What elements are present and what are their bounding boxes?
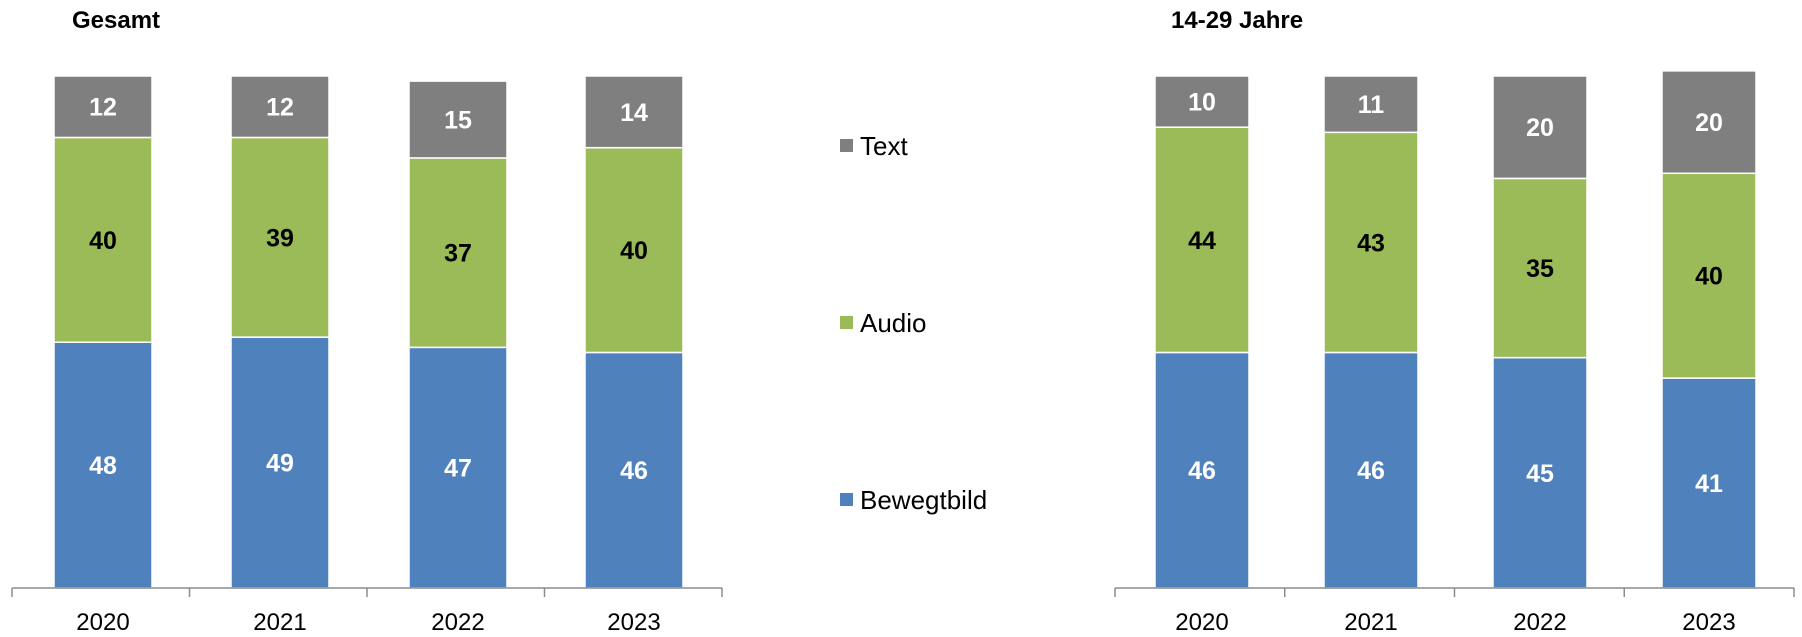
x-tick-label-2022: 2022 xyxy=(1513,609,1566,632)
data-label-text-2021: 12 xyxy=(266,94,294,122)
data-label-bewegtbild-2022: 45 xyxy=(1526,460,1554,488)
bar-audio-2021 xyxy=(1323,131,1419,354)
x-tick-label-2020: 2020 xyxy=(76,609,129,632)
x-tick-label-2023: 2023 xyxy=(607,609,660,632)
x-tick-label-2023: 2023 xyxy=(1682,609,1735,632)
chart-title: Gesamt xyxy=(72,7,160,34)
legend-swatch-bewegtbild xyxy=(840,493,853,506)
legend-label-bewegtbild: Bewegtbild xyxy=(860,485,987,515)
bar-text-2022 xyxy=(1492,75,1588,180)
legend: Text Audio Bewegtbild xyxy=(840,131,987,515)
bar-text-2023 xyxy=(1661,70,1757,175)
chart-gesamt: Gesamt 48 40 12 49 39 12 47 37 15 46 40 14 2020 2021 20… xyxy=(11,7,723,636)
bar-bewegtbild-2023 xyxy=(584,351,684,589)
bar-bewegtbild-2020 xyxy=(53,341,153,589)
legend-swatch-audio xyxy=(840,316,853,329)
x-tick-label-2020: 2020 xyxy=(1175,609,1228,632)
x-tick-label-2022: 2022 xyxy=(431,609,484,632)
legend-label-text: Text xyxy=(860,131,908,161)
bar-audio-2022 xyxy=(408,157,508,349)
chart-title: 14-29 Jahre xyxy=(1171,7,1303,34)
data-label-text-2020: 10 xyxy=(1188,89,1216,117)
data-label-text-2020: 12 xyxy=(89,94,117,122)
bar-bewegtbild-2021 xyxy=(230,336,330,589)
bar-audio-2023 xyxy=(584,146,684,354)
x-tick-label-2021: 2021 xyxy=(1344,609,1397,632)
data-label-audio-2020: 40 xyxy=(89,227,117,255)
data-label-text-2023: 14 xyxy=(620,99,648,127)
data-label-text-2022: 15 xyxy=(444,107,472,135)
bar-text-2021 xyxy=(1323,75,1419,134)
bar-text-2022 xyxy=(408,80,508,159)
x-tick-label-2021: 2021 xyxy=(253,609,306,632)
bar-audio-2023 xyxy=(1661,172,1757,379)
bar-bewegtbild-2022 xyxy=(1492,356,1588,589)
data-label-bewegtbild-2023: 46 xyxy=(620,457,648,485)
data-label-text-2021: 11 xyxy=(1358,91,1385,119)
data-label-text-2023: 20 xyxy=(1695,109,1723,137)
data-label-bewegtbild-2023: 41 xyxy=(1695,470,1723,498)
data-label-bewegtbild-2020: 48 xyxy=(89,452,117,480)
bar-bewegtbild-2023 xyxy=(1661,377,1757,589)
bar-audio-2020 xyxy=(53,136,153,343)
bar-audio-2020 xyxy=(1154,126,1250,354)
bar-audio-2021 xyxy=(230,136,330,338)
bar-text-2020 xyxy=(1154,75,1250,128)
data-label-text-2022: 20 xyxy=(1526,114,1554,142)
bar-bewegtbild-2021 xyxy=(1323,351,1419,589)
data-label-audio-2023: 40 xyxy=(620,237,648,265)
data-label-audio-2022: 35 xyxy=(1526,255,1554,283)
data-label-audio-2023: 40 xyxy=(1695,263,1723,291)
data-label-audio-2021: 39 xyxy=(266,224,294,252)
data-label-bewegtbild-2021: 49 xyxy=(266,450,294,478)
bar-text-2020 xyxy=(53,75,153,139)
data-label-bewegtbild-2021: 46 xyxy=(1357,457,1385,485)
bar-text-2021 xyxy=(230,75,330,139)
legend-label-audio: Audio xyxy=(860,308,927,338)
data-label-audio-2021: 43 xyxy=(1357,229,1385,257)
legend-swatch-text xyxy=(840,139,853,152)
data-label-audio-2022: 37 xyxy=(444,240,472,268)
data-label-bewegtbild-2022: 47 xyxy=(444,455,472,483)
data-label-audio-2020: 44 xyxy=(1188,227,1216,255)
bar-audio-2022 xyxy=(1492,177,1588,359)
bar-bewegtbild-2020 xyxy=(1154,351,1250,589)
data-label-bewegtbild-2020: 46 xyxy=(1188,457,1216,485)
bar-text-2023 xyxy=(584,75,684,149)
